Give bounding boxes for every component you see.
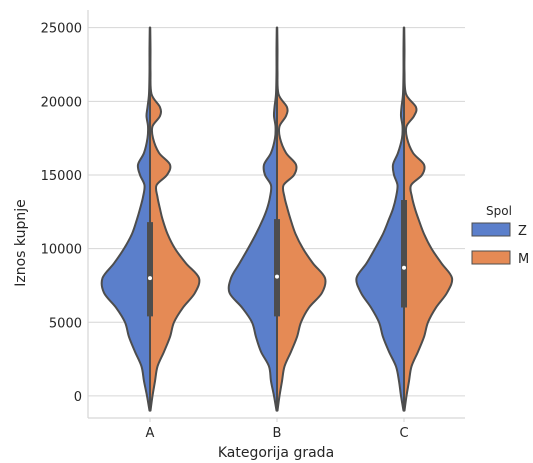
legend-label-z: Z [518,224,527,239]
legend-label-m: M [518,252,529,267]
median-point-b [275,274,279,279]
median-point-a [148,276,152,281]
legend-swatch-z [471,222,511,237]
median-point-c [402,265,406,270]
legend-title: Spol [486,204,512,218]
x-tick-label-c: C [399,426,408,441]
y-tick-label: 5000 [49,316,82,331]
violin-half-z-c [355,26,405,412]
violins [100,26,454,412]
x-axis-label: Kategorija grada [218,445,334,461]
violin-half-m-b [276,26,327,412]
y-axis-label: Iznos kupnje [13,199,29,286]
violin-half-z-b [227,26,278,412]
legend: Spol Z M [471,204,529,267]
x-tick-label-b: B [273,426,282,441]
inner-boxes [147,27,407,410]
y-tick-label: 25000 [41,22,82,37]
violin-half-z-a [100,26,151,412]
y-tick-label: 10000 [41,243,82,258]
violin-half-m-a [149,26,201,412]
axes: 0 5000 10000 15000 20000 25000 A B C [41,10,465,441]
y-tick-label: 15000 [41,169,82,184]
y-tick-label: 20000 [41,95,82,110]
y-tick-label: 0 [74,390,82,405]
x-tick-label-a: A [146,426,155,441]
legend-swatch-m [471,250,511,265]
violin-half-m-c [403,26,454,412]
